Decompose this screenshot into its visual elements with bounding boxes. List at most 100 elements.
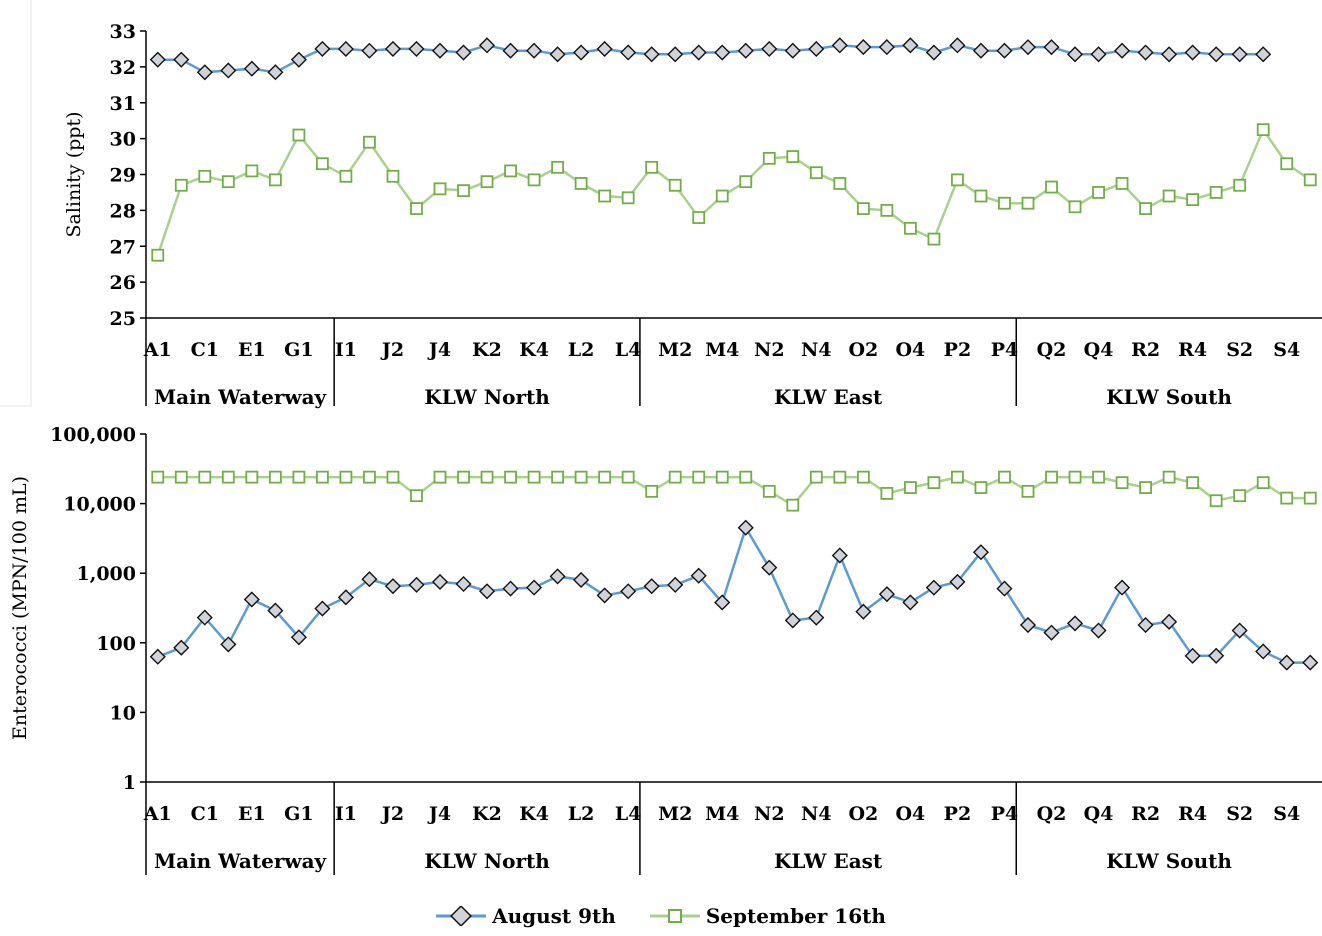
data-point-september bbox=[1233, 178, 1247, 192]
legend-entry-august: August 9th bbox=[436, 904, 616, 928]
data-point-august bbox=[1137, 44, 1154, 61]
data-point-september bbox=[410, 489, 423, 503]
data-point-august bbox=[384, 578, 402, 595]
data-point-september bbox=[1162, 470, 1176, 484]
data-point-august bbox=[620, 44, 637, 61]
data-point-september bbox=[198, 470, 212, 484]
y-tick-label: 100 bbox=[96, 633, 136, 655]
group-label: KLW East bbox=[774, 849, 883, 873]
data-point-august bbox=[1255, 643, 1272, 660]
data-point-august bbox=[408, 40, 425, 57]
data-point-august bbox=[220, 636, 237, 653]
x-tick-label: P4 bbox=[991, 803, 1019, 825]
data-point-september bbox=[315, 157, 329, 171]
data-point-august bbox=[149, 51, 166, 68]
data-point-september bbox=[1068, 200, 1082, 214]
legend-label-september: September 16th bbox=[705, 904, 886, 928]
data-point-august bbox=[620, 583, 637, 600]
data-point-august bbox=[1208, 46, 1225, 63]
x-tick-label: S2 bbox=[1226, 803, 1253, 825]
series-line-september bbox=[156, 128, 1311, 256]
data-point-august bbox=[690, 567, 707, 584]
data-point-september bbox=[221, 175, 235, 189]
data-point-september bbox=[692, 470, 706, 484]
group-label: KLW South bbox=[1106, 849, 1232, 873]
data-point-september bbox=[480, 470, 494, 484]
data-point-september bbox=[433, 470, 447, 484]
data-point-august bbox=[714, 44, 731, 61]
data-point-september bbox=[339, 470, 353, 484]
data-point-september bbox=[151, 470, 165, 484]
data-point-september bbox=[645, 484, 659, 498]
data-point-august bbox=[925, 579, 942, 596]
data-point-august bbox=[1137, 616, 1154, 634]
data-point-august bbox=[808, 40, 825, 58]
data-point-september bbox=[715, 470, 729, 484]
data-point-september bbox=[786, 150, 800, 163]
data-point-september bbox=[268, 173, 282, 187]
data-point-august bbox=[1090, 46, 1107, 63]
data-point-september bbox=[1209, 186, 1223, 199]
data-point-september bbox=[1139, 202, 1152, 215]
x-tick-label: R2 bbox=[1131, 803, 1160, 825]
data-point-september bbox=[786, 498, 800, 512]
data-point-august bbox=[831, 547, 848, 564]
data-point-august bbox=[902, 37, 919, 54]
data-point-august bbox=[1114, 42, 1131, 59]
data-point-august bbox=[972, 42, 990, 59]
data-point-august bbox=[667, 576, 684, 593]
x-tick-label: Q4 bbox=[1084, 803, 1114, 825]
data-point-september bbox=[386, 169, 400, 183]
data-point-september bbox=[645, 160, 659, 174]
data-point-august bbox=[431, 42, 449, 59]
data-point-august bbox=[1231, 622, 1248, 639]
data-point-september bbox=[951, 173, 964, 187]
data-point-august bbox=[408, 576, 425, 593]
y-tick-label: 30 bbox=[110, 129, 136, 151]
data-point-september bbox=[739, 470, 753, 484]
data-point-september bbox=[363, 135, 376, 149]
data-point-august bbox=[290, 51, 307, 68]
data-point-august bbox=[878, 586, 895, 603]
data-point-september bbox=[1256, 123, 1270, 137]
data-point-august bbox=[243, 591, 260, 608]
group-label: KLW East bbox=[774, 385, 883, 409]
data-point-september bbox=[927, 232, 941, 246]
x-tick-label: R2 bbox=[1131, 339, 1160, 361]
data-point-august bbox=[643, 578, 660, 595]
data-point-august bbox=[737, 519, 754, 536]
data-point-august bbox=[314, 600, 331, 617]
x-tick-label: N4 bbox=[801, 339, 832, 361]
data-point-august bbox=[573, 44, 590, 61]
data-point-september bbox=[809, 166, 823, 180]
data-point-august bbox=[878, 39, 895, 56]
data-point-august bbox=[855, 39, 872, 56]
data-point-september bbox=[1115, 476, 1129, 490]
data-point-august bbox=[1113, 579, 1131, 596]
data-point-august bbox=[996, 42, 1013, 59]
data-point-september bbox=[174, 178, 188, 192]
data-point-september bbox=[221, 470, 235, 484]
x-tick-label: J2 bbox=[380, 803, 404, 825]
x-tick-label: M2 bbox=[658, 803, 692, 825]
group-label: KLW North bbox=[424, 385, 550, 409]
data-point-september bbox=[904, 481, 917, 494]
x-tick-label: I1 bbox=[335, 339, 357, 361]
x-tick-label: A1 bbox=[143, 803, 172, 825]
data-point-september bbox=[951, 470, 964, 484]
data-point-august bbox=[996, 580, 1013, 597]
x-tick-label: N4 bbox=[801, 803, 832, 825]
data-point-august bbox=[290, 629, 307, 646]
data-point-september bbox=[1303, 491, 1317, 505]
data-point-september bbox=[504, 164, 517, 178]
group-label: KLW South bbox=[1106, 385, 1232, 409]
data-point-august bbox=[1161, 46, 1178, 63]
legend-marker-august bbox=[436, 906, 487, 926]
x-tick-label: P2 bbox=[944, 803, 972, 825]
data-point-september bbox=[1280, 491, 1294, 505]
data-point-september bbox=[1233, 489, 1247, 503]
x-tick-label: Q2 bbox=[1037, 803, 1067, 825]
data-point-august bbox=[808, 609, 825, 626]
x-tick-label: N2 bbox=[754, 803, 785, 825]
data-point-september bbox=[998, 470, 1011, 484]
